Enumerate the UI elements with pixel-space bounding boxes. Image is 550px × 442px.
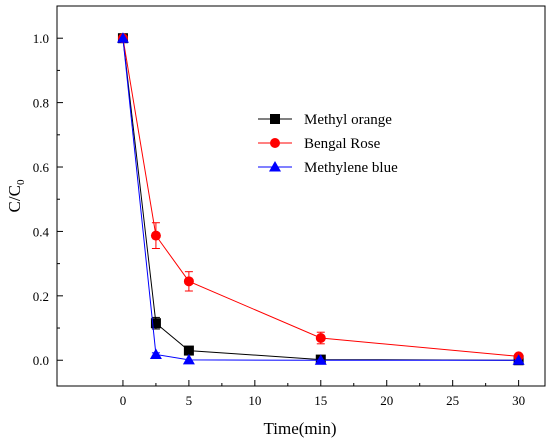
legend-label: Methylene blue [304, 160, 398, 176]
x-tick-label: 25 [446, 393, 459, 408]
y-tick-label: 0.8 [33, 96, 49, 111]
data-point-circle [315, 333, 326, 344]
series-line [122, 38, 519, 357]
data-point-circle [270, 138, 280, 148]
series-layer [116, 32, 525, 366]
data-point-circle [183, 276, 194, 287]
series-line [122, 38, 519, 361]
legend-label: Methyl orange [304, 112, 392, 128]
data-point-triangle [314, 354, 327, 365]
data-point-circle [150, 230, 161, 241]
y-axis-label-main: C/C [5, 185, 24, 212]
data-point-square [150, 318, 161, 329]
y-tick-label: 0.2 [33, 289, 49, 304]
legend-label: Bengal Rose [304, 136, 381, 152]
x-tick-label: 30 [512, 393, 525, 408]
y-tick-label: 0.6 [33, 160, 50, 175]
x-tick-label: 20 [380, 393, 393, 408]
legend-entry: Methylene blue [258, 160, 398, 176]
data-point-triangle [269, 161, 281, 172]
y-tick-label: 0.4 [33, 224, 50, 239]
y-axis: 0.0 0.2 0.4 0.6 0.8 1.0 [33, 31, 63, 368]
legend-entry: Bengal Rose [258, 136, 381, 152]
data-point-square [270, 114, 280, 124]
data-point-triangle [149, 348, 162, 359]
y-axis-label-subscript: 0 [15, 179, 27, 185]
series-bengal-rose [117, 33, 524, 362]
y-tick-label: 0.0 [33, 353, 49, 368]
data-point-square [183, 345, 194, 356]
x-tick-label: 15 [314, 393, 327, 408]
x-tick-label: 0 [120, 393, 127, 408]
legend-entry: Methyl orange [258, 112, 392, 128]
data-point-triangle [116, 32, 129, 43]
x-tick-label: 5 [186, 393, 193, 408]
series-methyl-orange [117, 33, 524, 366]
data-point-triangle [182, 353, 195, 365]
series-methylene-blue [116, 32, 525, 365]
data-point-triangle [512, 354, 525, 365]
x-tick-label: 10 [248, 393, 261, 408]
y-axis-label: C/C0 [5, 179, 27, 212]
plot-frame [56, 5, 546, 387]
y-tick-label: 1.0 [33, 31, 49, 46]
x-axis-label: Time(min) [263, 419, 336, 438]
series-line [122, 38, 519, 361]
x-axis: 0 5 10 15 20 25 30 [120, 380, 525, 408]
legend: Methyl orange Bengal Rose Methylene blue [258, 112, 398, 176]
